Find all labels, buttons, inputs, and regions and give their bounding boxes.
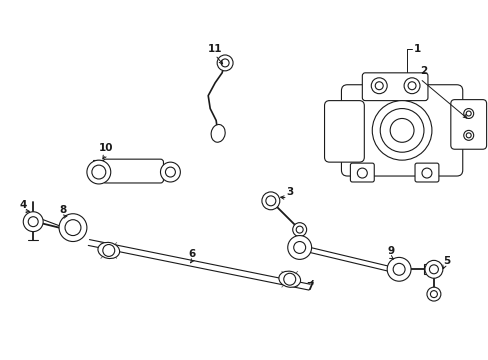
Circle shape <box>92 165 105 179</box>
Circle shape <box>426 287 440 301</box>
Circle shape <box>283 273 295 285</box>
Circle shape <box>380 109 423 152</box>
Text: 4: 4 <box>20 200 27 210</box>
Circle shape <box>370 78 386 94</box>
Circle shape <box>392 264 404 275</box>
FancyBboxPatch shape <box>324 100 364 162</box>
Circle shape <box>393 264 403 274</box>
Circle shape <box>424 260 442 278</box>
Circle shape <box>357 168 366 178</box>
Circle shape <box>296 226 303 233</box>
Circle shape <box>465 111 470 116</box>
Circle shape <box>28 217 38 227</box>
Circle shape <box>386 257 410 281</box>
Text: 5: 5 <box>442 256 449 266</box>
Circle shape <box>371 100 431 160</box>
Circle shape <box>428 265 438 274</box>
Circle shape <box>463 109 473 118</box>
FancyBboxPatch shape <box>102 159 163 183</box>
Circle shape <box>165 167 175 177</box>
Ellipse shape <box>211 125 224 142</box>
Text: 11: 11 <box>207 44 222 54</box>
Circle shape <box>292 223 306 237</box>
Text: 8: 8 <box>59 205 66 215</box>
Circle shape <box>463 130 473 140</box>
Text: 3: 3 <box>285 187 293 197</box>
Circle shape <box>407 82 415 90</box>
FancyBboxPatch shape <box>350 163 373 182</box>
Text: 6: 6 <box>188 249 196 260</box>
Circle shape <box>374 82 383 90</box>
Text: 10: 10 <box>99 143 113 153</box>
FancyBboxPatch shape <box>341 85 462 176</box>
Circle shape <box>221 59 228 67</box>
Circle shape <box>293 242 305 253</box>
Circle shape <box>421 168 431 178</box>
Circle shape <box>23 212 43 231</box>
Circle shape <box>388 260 408 279</box>
Circle shape <box>287 235 311 260</box>
Circle shape <box>87 160 111 184</box>
Circle shape <box>59 214 87 242</box>
Circle shape <box>389 118 413 142</box>
Circle shape <box>429 291 436 298</box>
Circle shape <box>102 244 115 256</box>
Ellipse shape <box>278 271 300 287</box>
Circle shape <box>465 133 470 138</box>
Circle shape <box>65 220 81 235</box>
Text: 9: 9 <box>387 247 394 256</box>
Circle shape <box>265 196 275 206</box>
Text: 2: 2 <box>419 66 427 76</box>
Bar <box>423 264 433 274</box>
Text: 7: 7 <box>305 282 313 292</box>
FancyBboxPatch shape <box>450 100 486 149</box>
Circle shape <box>262 192 279 210</box>
Circle shape <box>160 162 180 182</box>
FancyBboxPatch shape <box>362 73 427 100</box>
Circle shape <box>217 55 233 71</box>
Text: 1: 1 <box>413 44 421 54</box>
Circle shape <box>403 78 419 94</box>
FancyBboxPatch shape <box>414 163 438 182</box>
Ellipse shape <box>98 242 120 258</box>
